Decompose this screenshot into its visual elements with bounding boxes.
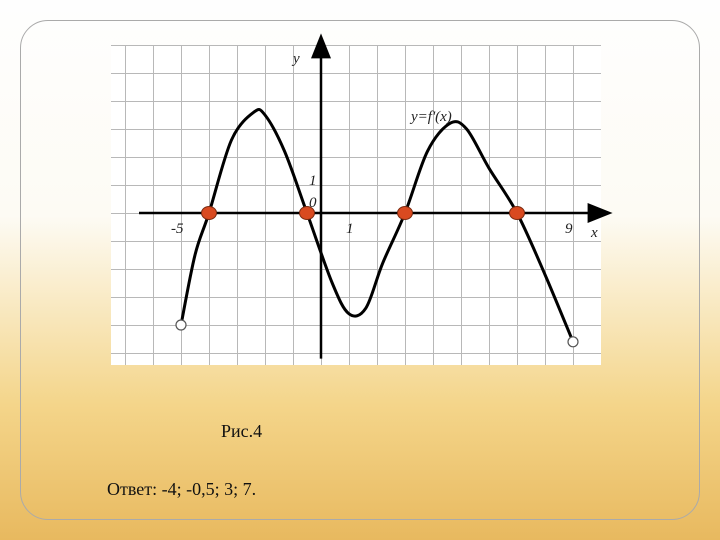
y-axis-label: y [293,51,300,68]
x-axis-label: x [591,225,598,242]
function-label: y=f'(x) [411,109,452,126]
tick-nine: 9 [565,221,573,238]
tick-one-y: 1 [309,173,317,190]
chart-area: y y=f'(x) 1 0 -5 1 9 x [111,45,601,365]
tick-neg5: -5 [171,221,184,238]
zero-marker [398,207,413,220]
answer-text: Ответ: -4; -0,5; 3; 7. [107,479,256,500]
zero-marker [510,207,525,220]
figure-caption: Рис.4 [221,421,262,442]
tick-one-x: 1 [346,221,354,238]
zero-marker [202,207,217,220]
endpoint-marker [176,320,186,330]
chart-svg [111,45,601,365]
origin-zero: 0 [309,195,317,212]
slide-card: y y=f'(x) 1 0 -5 1 9 x Рис.4 Ответ: -4; … [20,20,700,520]
endpoint-marker [568,337,578,347]
